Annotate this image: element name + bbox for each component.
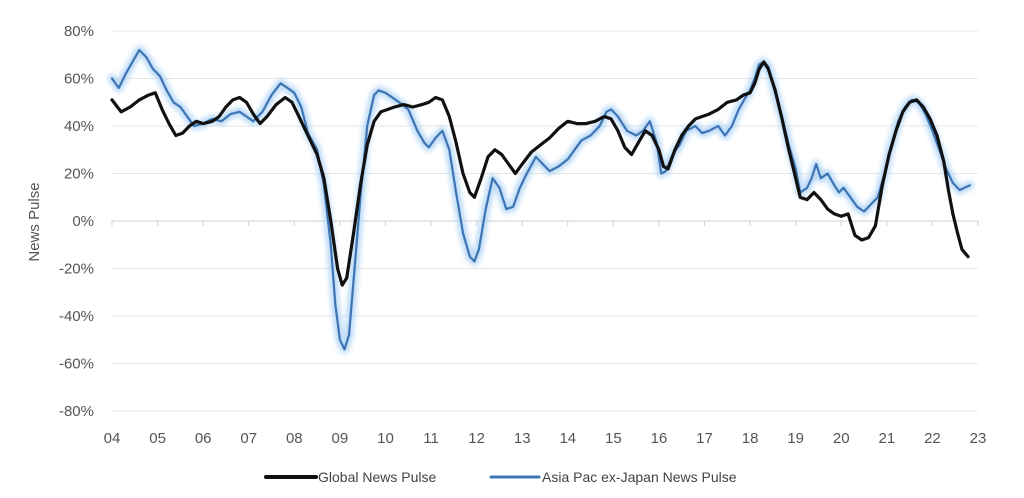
x-tick-label: 18: [742, 430, 759, 447]
y-tick-label: 80%: [64, 23, 94, 40]
y-tick-label: 20%: [64, 166, 94, 183]
y-tick-label: -60%: [59, 356, 94, 373]
x-tick-label: 20: [833, 430, 850, 447]
x-tick-label: 17: [696, 430, 713, 447]
y-tick-label: -40%: [59, 308, 94, 325]
y-axis-label: News Pulse: [26, 182, 43, 261]
y-tick-label: -20%: [59, 261, 94, 278]
x-tick-label: 13: [514, 430, 531, 447]
series-line-global: [110, 60, 970, 287]
y-tick-label: 0%: [72, 213, 94, 230]
y-tick-label: 60%: [64, 71, 94, 88]
x-tick-label: 16: [651, 430, 668, 447]
series-line-asia-pac: [110, 48, 971, 351]
x-tick-label: 11: [423, 430, 439, 447]
x-tick-label: 07: [240, 430, 257, 447]
tick-labels: 80% 60% 40% 20% 0% -20% -40% -60% -80% 04 05 06 07 08…: [59, 23, 986, 447]
legend-label: Asia Pac ex-Japan News Pulse: [542, 469, 737, 485]
x-tick-label: 22: [924, 430, 941, 447]
series-lines: [107, 45, 975, 354]
x-tick-label: 19: [787, 430, 804, 447]
x-tick-label: 14: [559, 430, 576, 447]
y-tick-label: -80%: [59, 403, 94, 420]
axes: [111, 220, 979, 226]
x-tick-label: 15: [605, 430, 622, 447]
x-tick-label: 21: [878, 430, 895, 447]
series-glow-asia-pac: [107, 45, 975, 354]
x-tick-label: 23: [970, 430, 987, 447]
x-tick-label: 06: [195, 430, 212, 447]
x-tick-label: 10: [377, 430, 394, 447]
x-tick-label: 12: [468, 430, 485, 447]
x-tick-label: 05: [149, 430, 166, 447]
x-tick-label: 08: [286, 430, 303, 447]
x-tick-label: 04: [104, 430, 121, 447]
y-tick-label: 40%: [64, 118, 94, 135]
legend: Global News Pulse Asia Pac ex-Japan News …: [264, 469, 737, 485]
x-tick-label: 09: [332, 430, 349, 447]
legend-label: Global News Pulse: [318, 469, 436, 485]
